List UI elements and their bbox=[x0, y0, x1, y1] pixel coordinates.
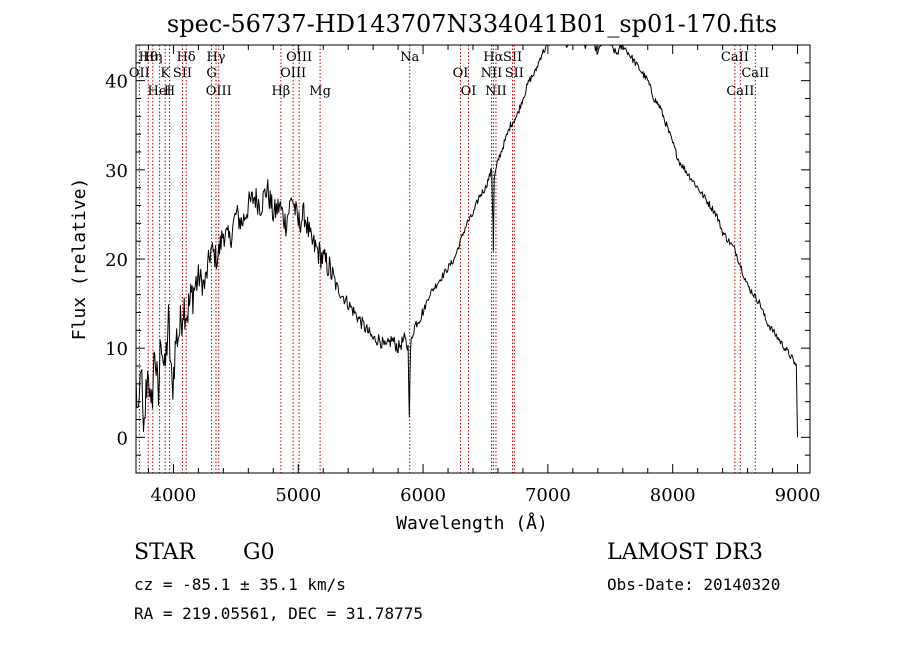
spectral-line-label: SII bbox=[505, 66, 524, 81]
y-axis-label: Flux (relative) bbox=[69, 178, 90, 341]
spectral-line-label: Hβ bbox=[271, 84, 290, 99]
spectral-line-label: CaII bbox=[721, 50, 749, 65]
spectral-line-label: OIII bbox=[206, 84, 232, 99]
spectral-line-label: OI bbox=[453, 66, 469, 81]
y-tick-label: 10 bbox=[105, 339, 128, 360]
x-tick-label: 9000 bbox=[775, 485, 821, 506]
spectral-line-label: CaII bbox=[741, 66, 769, 81]
spectral-line-label: OII bbox=[129, 66, 150, 81]
chart-title: spec-56737-HD143707N334041B01_sp01-170.f… bbox=[167, 10, 777, 38]
x-axis-label: Wavelength (Å) bbox=[396, 512, 548, 534]
x-tick-label: 5000 bbox=[275, 485, 321, 506]
emission-lines-layer: HθOIIHeIHηKHHδSIIOIIIHγGHβOIIIOIIIMgNaOI… bbox=[129, 45, 769, 473]
coordinates: RA = 219.05561, DEC = 31.78775 bbox=[134, 604, 423, 623]
redshift-cz: cz = -85.1 ± 35.1 km/s bbox=[134, 575, 346, 594]
y-tick-label: 30 bbox=[105, 161, 128, 182]
series-layer bbox=[135, 44, 798, 438]
spectral-line-label: SII bbox=[173, 66, 192, 81]
axes-layer: 4000 5000 6000 7000 8000 9000 0 10 20 30 40 bbox=[105, 44, 821, 506]
observation-date: Obs-Date: 20140320 bbox=[607, 575, 780, 594]
spectral-line-label: Hγ bbox=[206, 50, 225, 65]
x-tick-label: 4000 bbox=[151, 485, 197, 506]
spectral-line-label: Mg bbox=[309, 84, 331, 99]
spectral-line-label: Hδ bbox=[177, 50, 196, 65]
y-tick-label: 0 bbox=[117, 428, 128, 449]
x-tick-label: 6000 bbox=[400, 485, 446, 506]
spectral-line-label: OIII bbox=[286, 50, 312, 65]
plot-frame bbox=[135, 44, 811, 474]
spectral-line-label: Hθ bbox=[139, 50, 158, 65]
spectral-line-label: CaII bbox=[726, 84, 754, 99]
spectral-line-label: NII bbox=[481, 66, 503, 81]
y-tick-label: 20 bbox=[105, 250, 128, 271]
object-class: STAR bbox=[134, 540, 196, 565]
spectral-line-label: Na bbox=[400, 50, 419, 65]
spectral-line-label: G bbox=[206, 66, 216, 81]
spectral-line-label: OI bbox=[461, 84, 477, 99]
x-tick-label: 8000 bbox=[650, 485, 696, 506]
object-subclass: G0 bbox=[243, 540, 275, 565]
spectral-line-label: Hα bbox=[483, 50, 503, 65]
spectral-line-label: Hη bbox=[143, 50, 162, 65]
flux-series-line bbox=[135, 44, 798, 438]
survey-name: LAMOST DR3 bbox=[607, 540, 763, 565]
spectral-line-label: OIII bbox=[280, 66, 306, 81]
spectral-line-label: NII bbox=[485, 84, 507, 99]
spectral-line-label: K bbox=[160, 66, 170, 81]
y-tick-label: 40 bbox=[105, 72, 128, 93]
x-tick-label: 7000 bbox=[525, 485, 571, 506]
spectral-line-label: SII bbox=[503, 50, 522, 65]
spectral-line-label: H bbox=[164, 84, 175, 99]
